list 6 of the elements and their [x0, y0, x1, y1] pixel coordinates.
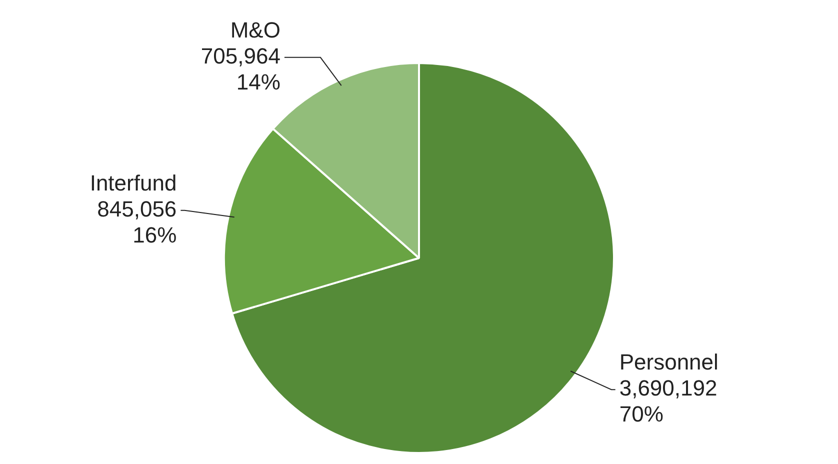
data-label: 705,964 14%	[200, 43, 280, 94]
slice-label: Interfund	[90, 170, 177, 196]
slice-label: Personnel	[619, 350, 718, 375]
data-label: 845,056 16%	[97, 196, 177, 248]
slice-label: M&O	[230, 17, 280, 42]
data-label: 3,690,192 70%	[619, 376, 718, 427]
